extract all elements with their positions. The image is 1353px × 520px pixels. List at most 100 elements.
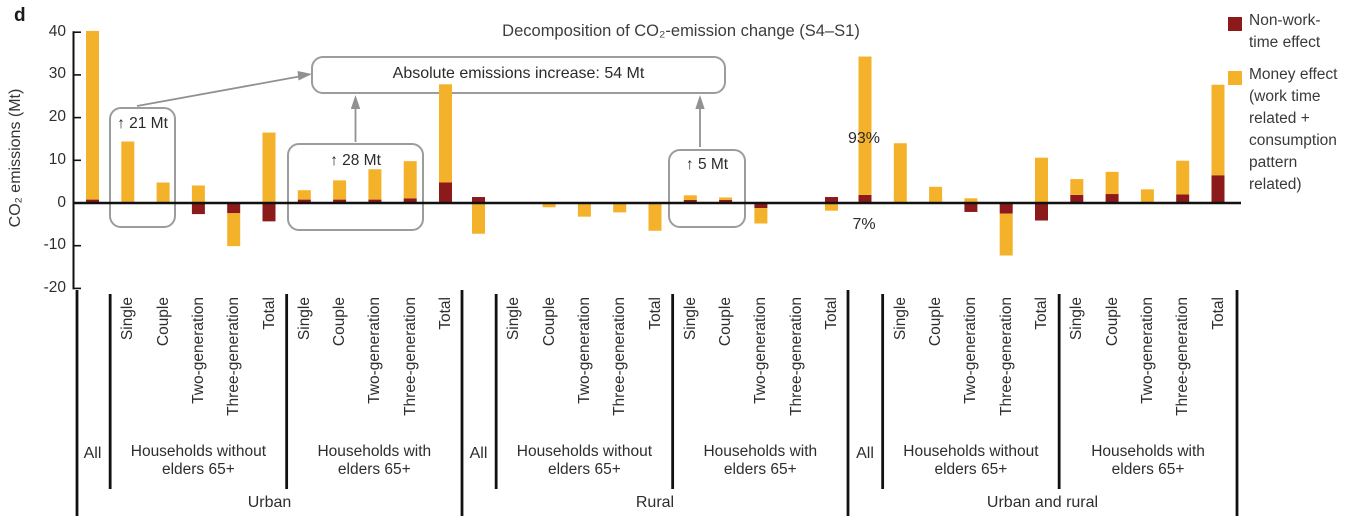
category-label-urban-without-single: Single bbox=[119, 297, 137, 341]
legend-label-money-effect: Money effect (work time related + consum… bbox=[1249, 66, 1338, 193]
bar-segment-money-urban-and-rural-single-with-elders bbox=[1070, 179, 1084, 195]
bar-segment-money-urban-three-generation-without-elders bbox=[227, 213, 241, 247]
arrow-line-21mt-to-box bbox=[136, 75, 303, 107]
bar-segment-money-rural-total-with-elders bbox=[825, 203, 838, 211]
bar-segment-non-work-time-urban-and-rural-three-generation-without-elders bbox=[999, 203, 1013, 214]
bar-segment-non-work-time-urban-total-with-elders bbox=[439, 182, 452, 203]
y-tick-label--20: -20 bbox=[43, 278, 66, 296]
bar-segment-money-rural-couple-without-elders bbox=[542, 203, 556, 208]
bar-segment-money-rural-three-generation-without-elders bbox=[613, 203, 627, 213]
group-label-rural-without-elders: Households without elders 65+ bbox=[516, 443, 653, 478]
bar-segment-money-urban-two-generation-with-elders bbox=[368, 169, 382, 200]
category-label-urban-with-single: Single bbox=[295, 297, 313, 341]
bar-segment-money-urban-and-rural-two-generation-with-elders bbox=[1140, 189, 1154, 203]
callout-box-21mt bbox=[109, 107, 176, 228]
y-tick-label-20: 20 bbox=[48, 108, 66, 126]
category-label-urban-and-rural-without-single: Single bbox=[891, 297, 909, 341]
bar-segment-money-urban-three-generation-with-elders bbox=[403, 161, 417, 199]
category-label-urban-with-couple: Couple bbox=[331, 297, 349, 347]
bar-segment-money-rural-all bbox=[472, 203, 485, 234]
bar-segment-money-urban-total-with-elders bbox=[439, 84, 452, 183]
category-label-urban-without-two-generation: Two-generation bbox=[189, 297, 207, 404]
bar-segment-money-urban-single-with-elders bbox=[297, 190, 311, 200]
category-label-urban-and-rural-with-total: Total bbox=[1209, 297, 1227, 330]
bar-segment-money-urban-all bbox=[86, 30, 99, 200]
chart-title: Decomposition of CO₂-emission change (S4… bbox=[502, 22, 860, 40]
arrowhead-21mt bbox=[297, 71, 312, 81]
category-label-rural-without-two-generation: Two-generation bbox=[575, 297, 593, 404]
category-label-urban-and-rural-with-single: Single bbox=[1068, 297, 1086, 341]
bar-segment-non-work-time-urban-and-rural-three-generation-with-elders bbox=[1176, 194, 1190, 203]
panel-letter: d bbox=[14, 5, 26, 26]
legend-swatch-non-work-time bbox=[1228, 17, 1242, 31]
category-label-rural-with-couple: Couple bbox=[717, 297, 735, 347]
bar-segment-non-work-time-urban-total-without-elders bbox=[262, 203, 276, 222]
group-label-urban-and-rural-with-elders: Households with elders 65+ bbox=[1091, 443, 1205, 478]
annotation-non-work-share: 7% bbox=[852, 216, 876, 233]
all-label-urban: All bbox=[83, 445, 102, 462]
all-label-urban-and-rural: All bbox=[856, 445, 874, 462]
bar-segment-money-rural-total-without-elders bbox=[648, 203, 662, 231]
category-label-rural-with-single: Single bbox=[681, 297, 699, 341]
bar-segment-non-work-time-urban-and-rural-total-with-elders bbox=[1211, 175, 1225, 203]
bar-segment-money-rural-couple-with-elders bbox=[719, 197, 733, 201]
y-tick-label-0: 0 bbox=[57, 193, 66, 211]
category-label-urban-and-rural-with-two-generation: Two-generation bbox=[1138, 297, 1156, 404]
category-label-urban-and-rural-with-three-generation: Three-generation bbox=[1174, 297, 1192, 416]
group-label-urban-and-rural-without-elders: Households without elders 65+ bbox=[903, 443, 1039, 478]
bar-segment-money-urban-and-rural-total-with-elders bbox=[1211, 84, 1225, 176]
group-label-urban-without-elders: Households without elders 65+ bbox=[130, 443, 267, 478]
category-label-rural-without-three-generation: Three-generation bbox=[611, 297, 629, 416]
bar-segment-non-work-time-rural-couple-with-elders bbox=[719, 200, 733, 203]
bar-segment-money-urban-and-rural-couple-without-elders bbox=[929, 186, 943, 203]
bar-segment-money-urban-and-rural-three-generation-without-elders bbox=[999, 213, 1013, 256]
all-label-rural: All bbox=[469, 445, 488, 462]
bar-segment-non-work-time-rural-single-with-elders bbox=[683, 200, 697, 203]
bar-segment-non-work-time-urban-and-rural-single-with-elders bbox=[1070, 194, 1084, 203]
category-label-urban-with-two-generation: Two-generation bbox=[366, 297, 384, 404]
bar-segment-non-work-time-urban-couple-with-elders bbox=[333, 199, 347, 203]
bar-segment-money-urban-and-rural-total-without-elders bbox=[1035, 157, 1048, 203]
legend-label-non-work-time: Non-work- time effect bbox=[1249, 12, 1321, 51]
arrowhead-28mt bbox=[350, 95, 361, 109]
bar-segment-money-urban-and-rural-all bbox=[858, 56, 872, 195]
annotation-money-share: 93% bbox=[847, 130, 881, 147]
legend-swatch-money-effect bbox=[1228, 71, 1242, 85]
section-label-rural: Rural bbox=[635, 494, 675, 511]
bar-segment-money-urban-and-rural-three-generation-with-elders bbox=[1176, 160, 1190, 195]
annotation-urban-without-increase: ↑ 21 Mt bbox=[117, 115, 168, 132]
category-label-urban-and-rural-without-two-generation: Two-generation bbox=[962, 297, 980, 404]
callout-box-5mt bbox=[668, 149, 746, 228]
y-tick-label-10: 10 bbox=[48, 150, 66, 168]
section-label-urban-and-rural: Urban and rural bbox=[986, 494, 1099, 511]
group-label-rural-with-elders: Households with elders 65+ bbox=[703, 443, 818, 478]
category-label-urban-with-total: Total bbox=[437, 297, 454, 330]
category-label-rural-without-total: Total bbox=[646, 297, 664, 330]
annotation-urban-with-increase: ↑ 28 Mt bbox=[330, 152, 381, 169]
bar-segment-non-work-time-urban-single-with-elders bbox=[297, 199, 311, 203]
category-label-rural-without-couple: Couple bbox=[540, 297, 558, 347]
bar-segment-money-rural-two-generation-without-elders bbox=[577, 203, 591, 217]
bar-segment-money-urban-couple-with-elders bbox=[333, 180, 347, 200]
category-label-urban-and-rural-without-total: Total bbox=[1033, 297, 1050, 330]
bar-segment-non-work-time-rural-total-with-elders bbox=[825, 197, 838, 203]
group-label-urban-with-elders: Households with elders 65+ bbox=[317, 443, 432, 478]
bar-segment-non-work-time-urban-and-rural-total-without-elders bbox=[1035, 203, 1048, 221]
category-label-urban-and-rural-without-three-generation: Three-generation bbox=[997, 297, 1015, 416]
y-tick-label-30: 30 bbox=[48, 65, 66, 83]
category-label-urban-and-rural-without-couple: Couple bbox=[927, 297, 945, 347]
bar-segment-money-urban-and-rural-single-without-elders bbox=[893, 143, 907, 203]
bar-segment-money-urban-two-generation-without-elders bbox=[191, 185, 205, 203]
bar-segment-money-urban-total-without-elders bbox=[262, 132, 276, 203]
category-label-rural-with-three-generation: Three-generation bbox=[787, 297, 805, 416]
bar-segment-non-work-time-urban-and-rural-couple-with-elders bbox=[1105, 194, 1119, 203]
bar-segment-non-work-time-urban-all bbox=[86, 199, 99, 203]
category-label-rural-without-single: Single bbox=[505, 297, 523, 341]
callout-box-absolute-increase bbox=[311, 56, 726, 94]
bar-segment-non-work-time-urban-two-generation-without-elders bbox=[191, 203, 205, 215]
bar-segment-non-work-time-urban-three-generation-with-elders bbox=[403, 198, 417, 203]
category-label-urban-without-couple: Couple bbox=[154, 297, 172, 347]
arrowhead-5mt bbox=[695, 95, 705, 109]
bar-segment-money-urban-and-rural-couple-with-elders bbox=[1105, 171, 1119, 195]
category-label-urban-without-total: Total bbox=[260, 297, 278, 330]
